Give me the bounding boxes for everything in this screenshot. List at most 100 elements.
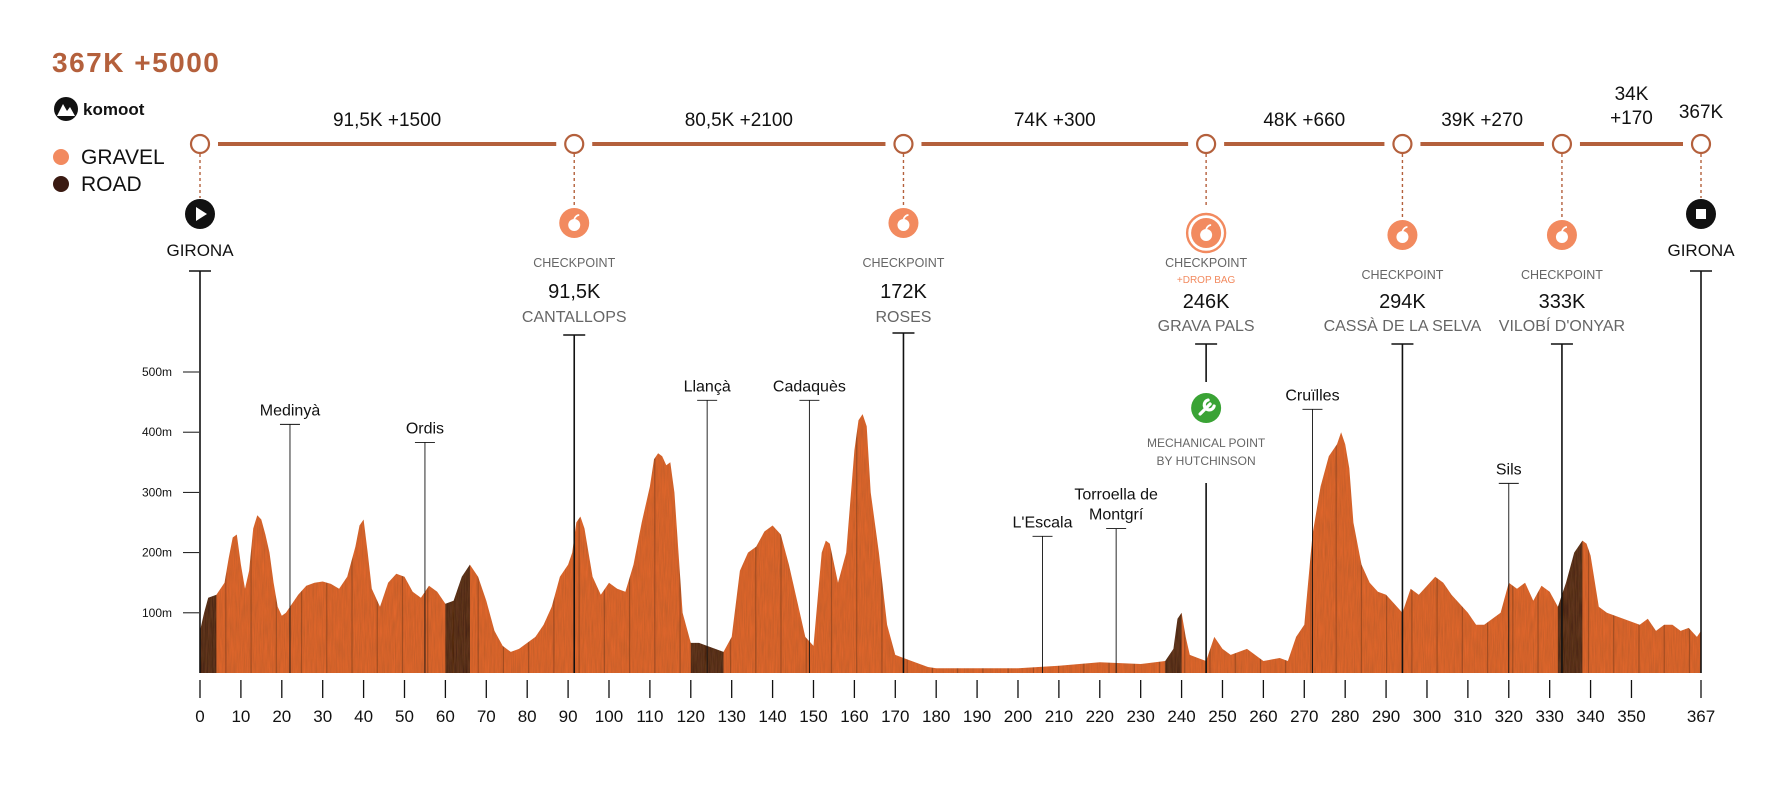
surface-band-gravel [1582,414,1701,673]
checkpoint-name: ROSES [875,309,931,326]
x-tick-label: 60 [436,707,455,726]
apple-icon-body [897,219,910,231]
x-tick-label: 367 [1687,707,1715,726]
segment-label: 91,5K +1500 [333,110,441,131]
apple-icon-body [1200,229,1213,241]
x-tick-label: 180 [922,707,950,726]
station-node [893,133,914,155]
y-tick-label: 200m [142,546,172,560]
x-tick-label: 220 [1086,707,1114,726]
checkpoint-name: GRAVA PALS [1158,318,1255,335]
texture-streak [1032,414,1034,673]
x-tick-label: 340 [1576,707,1604,726]
texture-streak [1411,414,1413,673]
checkpoint-caption: CHECKPOINT [1521,268,1603,282]
texture-streak [1537,414,1539,673]
texture-streak [300,414,303,673]
place-name: Ordis [406,420,444,437]
segment-row: 91,5K +1500 80,5K +2100 74K +300 48K +660 39… [189,84,1712,218]
station-node [1196,133,1217,155]
start-marker: GIRONA [166,199,234,260]
x-tick-label: 140 [758,707,786,726]
station-node [1392,133,1413,155]
x-tick-label: 330 [1535,707,1563,726]
texture-streak [1234,414,1236,673]
x-tick-label: 100 [595,707,623,726]
texture-streak [729,414,732,673]
wrench-glyph [1198,398,1216,416]
mechanical-point: MECHANICAL POINT BY HUTCHINSON [1147,393,1266,468]
texture-streak [528,414,530,673]
brand-name: komoot [83,100,145,119]
checkpoint-distance: 91,5K [548,281,601,303]
texture-streak [1007,414,1009,673]
x-tick-label: 230 [1126,707,1154,726]
texture-streak [326,414,328,673]
texture-streak [1688,414,1691,673]
x-tick-label: 190 [963,707,991,726]
surface-band-gravel [1181,414,1559,673]
texture-streak [805,414,807,673]
apple-icon-leaf [1561,226,1568,232]
surface-band-gravel [469,414,692,673]
legend-road-swatch [53,176,69,192]
y-tick-label: 500m [142,365,172,379]
texture-streak [376,414,378,673]
finish-marker: GIRONA [1667,199,1735,260]
texture-streak [755,414,757,673]
surface-band-road [1165,414,1183,673]
texture-streak [1335,414,1337,673]
checkpoint: CHECKPOINT 172K ROSES [862,208,945,326]
checkpoint: CHECKPOINT +DROP BAG 246K GRAVA PALS [1158,212,1255,335]
checkpoint: CHECKPOINT 294K CASSÀ DE LA SELVA [1324,220,1482,335]
x-tick-label: 210 [1045,707,1073,726]
surface-legend: GRAVEL ROAD [53,146,165,196]
x-tick-label: 200 [1004,707,1032,726]
checkpoint: CHECKPOINT 91,5K CANTALLOPS [522,208,627,326]
y-tick-label: 300m [142,485,172,499]
checkpoint-name: VILOBÍ D'ONYAR [1499,316,1625,335]
x-tick-label: 160 [840,707,868,726]
texture-streak [250,414,252,673]
texture-streak [1436,414,1438,673]
checkpoint-distance: 294K [1379,291,1426,313]
texture-streak [1461,414,1463,673]
texture-streak [351,414,353,673]
texture-streak [654,414,656,673]
texture-streak [881,414,883,673]
place-name-line-1: Torroella de [1074,487,1158,504]
segment-label-line-2: +170 [1610,108,1653,129]
finish-total-label: 367K [1679,102,1724,123]
texture-streak [830,414,833,673]
texture-streak [957,414,959,673]
x-tick-label: 300 [1413,707,1441,726]
texture-streak [1512,414,1514,673]
y-tick-label: 100m [142,606,172,620]
texture-streak [931,414,934,673]
x-tick-label: 130 [718,707,746,726]
checkpoint-list: CHECKPOINT 91,5K CANTALLOPS CHECKPOINT 172K R… [522,208,1625,335]
x-tick-label: 70 [477,707,496,726]
x-tick-label: 0 [195,707,204,726]
texture-streak [401,414,404,673]
segment-label: 48K +660 [1263,110,1345,131]
x-tick-label: 280 [1331,707,1359,726]
finish-name: GIRONA [1667,241,1735,260]
texture-streak [553,414,555,673]
stop-square [1696,209,1706,219]
checkpoint-extra: +DROP BAG [1177,275,1236,286]
x-axis: 0 10 20 30 40 50 60 70 80 90 100 110 120 130 140 150 160… [195,680,1715,726]
x-tick-label: 250 [1208,707,1236,726]
checkpoint-icon-ring [1185,212,1227,254]
x-tick-label: 10 [231,707,250,726]
apple-icon-body [568,219,581,231]
legend-road-label: ROAD [81,173,142,196]
texture-streak [780,414,782,673]
texture-streak [679,414,681,673]
texture-streak [1386,414,1388,673]
checkpoint-caption: CHECKPOINT [533,256,615,270]
legend-gravel-swatch [53,149,69,165]
station-node [1551,133,1573,155]
x-tick-label: 120 [677,707,705,726]
